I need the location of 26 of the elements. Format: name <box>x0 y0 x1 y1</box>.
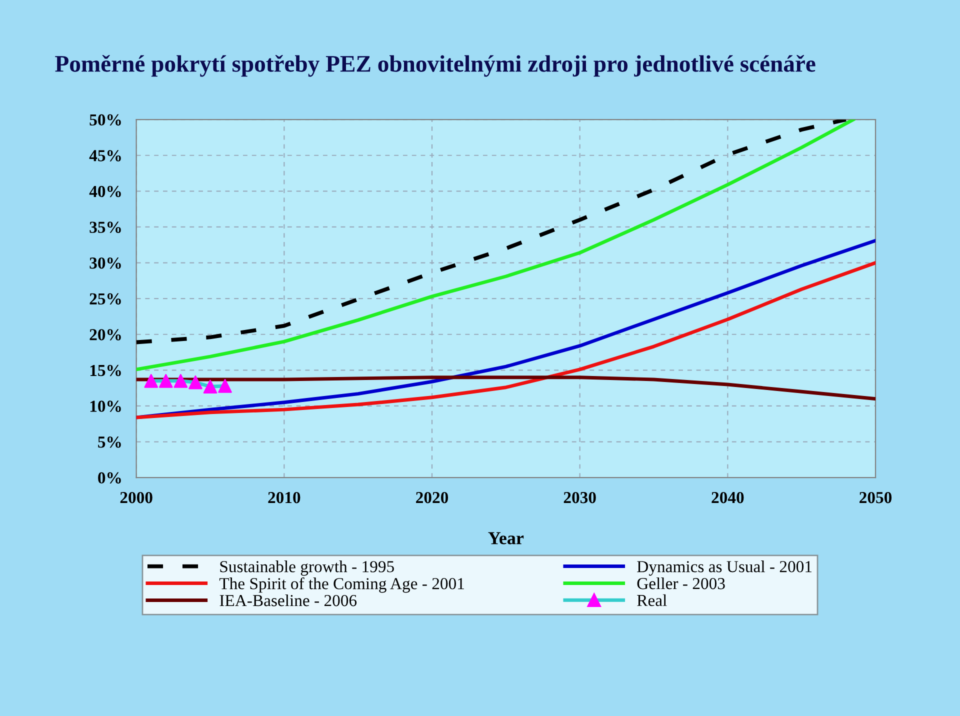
y-tick-label: 10% <box>90 400 121 412</box>
x-tick-label: 2040 <box>712 492 744 504</box>
y-tick-label: 15% <box>90 364 121 376</box>
y-tick-label: 30% <box>90 257 121 269</box>
y-tick-label: 5% <box>98 436 121 448</box>
legend-label: IEA-Baseline - 2006 <box>220 594 357 606</box>
legend-label: Dynamics as Usual - 2001 <box>637 560 812 576</box>
y-tick-label: 45% <box>89 150 121 162</box>
y-tick-label: 0% <box>98 472 121 484</box>
y-tick-label: 40% <box>89 186 121 198</box>
x-tick-label: 2010 <box>268 492 300 504</box>
x-tick-label: 2050 <box>860 492 892 504</box>
x-tick-label: 2000 <box>120 492 152 504</box>
legend-label: Geller - 2003 <box>637 577 725 590</box>
legend-label: The Spirit of the Coming Age - 2001 <box>219 577 464 593</box>
line-series <box>136 376 876 401</box>
x-tick-label: 2030 <box>564 492 596 504</box>
x-axis-title: Year <box>488 532 524 544</box>
legend-label: Real <box>637 594 667 606</box>
y-tick-label: 20% <box>90 329 121 340</box>
chart-title: Poměrné pokrytí spotřeby PEZ obnovitelnými zdroji pro jednotlivé scénáře <box>55 54 816 77</box>
y-tick-label: 50% <box>90 114 121 126</box>
x-tick-label: 2020 <box>416 492 448 504</box>
legend-label: Sustainable growth - 1995 <box>220 560 394 576</box>
y-tick-label: 35% <box>90 222 121 233</box>
y-tick-label: 25% <box>90 293 121 305</box>
